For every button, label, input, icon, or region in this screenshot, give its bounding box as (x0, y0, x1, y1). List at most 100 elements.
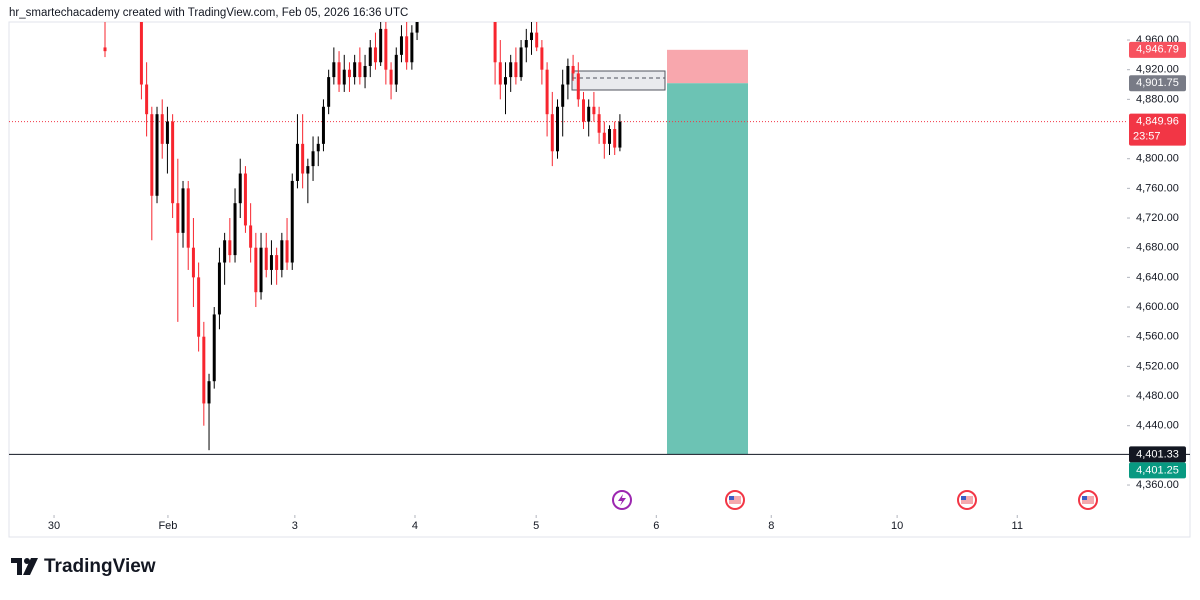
candle-body (238, 173, 242, 204)
price-label: 4,901.75 (1136, 77, 1179, 89)
candle-body (228, 240, 232, 256)
candle-body (327, 77, 331, 107)
y-tick-label: 4,360.00 (1136, 479, 1179, 491)
candle-body (545, 69, 549, 115)
event-icon (957, 490, 977, 510)
x-tick-label: 8 (768, 520, 774, 532)
candle-body (145, 84, 149, 115)
candle-body (498, 62, 502, 85)
candle-body (561, 84, 565, 107)
y-tick-label: 4,600.00 (1136, 301, 1179, 313)
candle-body (587, 106, 591, 122)
candle-body (597, 114, 601, 133)
y-tick-label: 4,760.00 (1136, 182, 1179, 194)
candle-body (613, 129, 617, 148)
candle-body (316, 143, 320, 152)
candle-body (410, 32, 414, 63)
price-label: 4,401.33 (1136, 448, 1179, 460)
candle-body (555, 106, 559, 152)
event-icon (725, 490, 745, 510)
zone-box (571, 70, 666, 91)
candle-body (249, 225, 253, 248)
x-tick-label: 10 (891, 520, 903, 532)
event-icons (612, 490, 1098, 510)
countdown: 23:57 (1133, 131, 1161, 143)
price-label-box (1129, 75, 1186, 92)
target-zone (667, 83, 748, 455)
candle-body (332, 62, 336, 78)
candle-body (191, 247, 195, 278)
y-tick-label: 4,680.00 (1136, 242, 1179, 254)
candle-body (150, 114, 154, 196)
candle-body (301, 143, 305, 174)
candle-body (202, 336, 206, 404)
candle-body (571, 65, 575, 74)
candle-body (139, 22, 143, 85)
candle-body (321, 106, 325, 144)
candle-body (514, 62, 518, 78)
candle-body (337, 62, 341, 85)
x-tick-label: 6 (653, 520, 659, 532)
candle-body (576, 73, 580, 100)
candle-body (581, 99, 585, 122)
candle-body (415, 22, 419, 33)
candle-body (155, 114, 159, 196)
candle-body (529, 32, 533, 41)
y-tick-label: 4,480.00 (1136, 390, 1179, 402)
candle-body (540, 47, 544, 70)
candle-body (290, 180, 294, 263)
price-label-box (1129, 462, 1186, 479)
event-icon (1078, 490, 1098, 510)
candle-body (311, 151, 315, 167)
candle-body (592, 106, 596, 115)
candle-body (608, 129, 612, 144)
candle-body (373, 47, 377, 63)
candle-body (342, 69, 346, 85)
candle-body (566, 65, 570, 85)
candle-body (212, 314, 216, 382)
candle-body (233, 203, 237, 256)
candle-body (363, 65, 367, 78)
candle-body (389, 69, 393, 85)
price-label-box (1129, 113, 1186, 146)
candle-body (379, 28, 383, 63)
y-tick-label: 4,720.00 (1136, 212, 1179, 224)
brand-name: TradingView (44, 556, 156, 577)
candle-body (275, 255, 279, 270)
candle-body (295, 143, 299, 181)
candle-body (503, 77, 507, 85)
y-tick-label: 4,440.00 (1136, 420, 1179, 432)
candle-body (519, 47, 523, 78)
candle-body (160, 114, 164, 144)
price-label: 4,401.25 (1136, 464, 1179, 476)
candle-body (535, 32, 539, 48)
candle-body (176, 203, 180, 233)
candle-body (358, 62, 362, 78)
x-tick-label: 5 (533, 520, 539, 532)
candle-body (243, 173, 247, 226)
price-label: 4,849.96 (1136, 116, 1179, 128)
price-axis: 4,960.004,920.004,880.004,800.004,760.00… (48, 34, 1190, 532)
candle-body (550, 114, 554, 152)
candle-body (165, 121, 169, 144)
candle-body (306, 166, 310, 174)
stop-zone (667, 49, 748, 84)
candle-body (280, 240, 284, 270)
candle-body (171, 121, 175, 204)
candle-body (259, 247, 263, 293)
candle-body (103, 47, 107, 52)
candle-body (186, 188, 190, 248)
brand-logo: TradingView (11, 556, 156, 577)
plot-area (9, 22, 1127, 455)
candle-body (509, 62, 513, 78)
chart-frame (8, 21, 1191, 538)
candle-body (223, 240, 227, 263)
candle-body (353, 62, 357, 78)
candle-body (602, 132, 606, 144)
x-tick-label: 30 (48, 520, 60, 532)
candle-body (217, 262, 221, 315)
candle-body (394, 54, 398, 85)
candle-body (493, 22, 497, 63)
attribution: hr_smartechacademy created with TradingV… (9, 7, 408, 19)
